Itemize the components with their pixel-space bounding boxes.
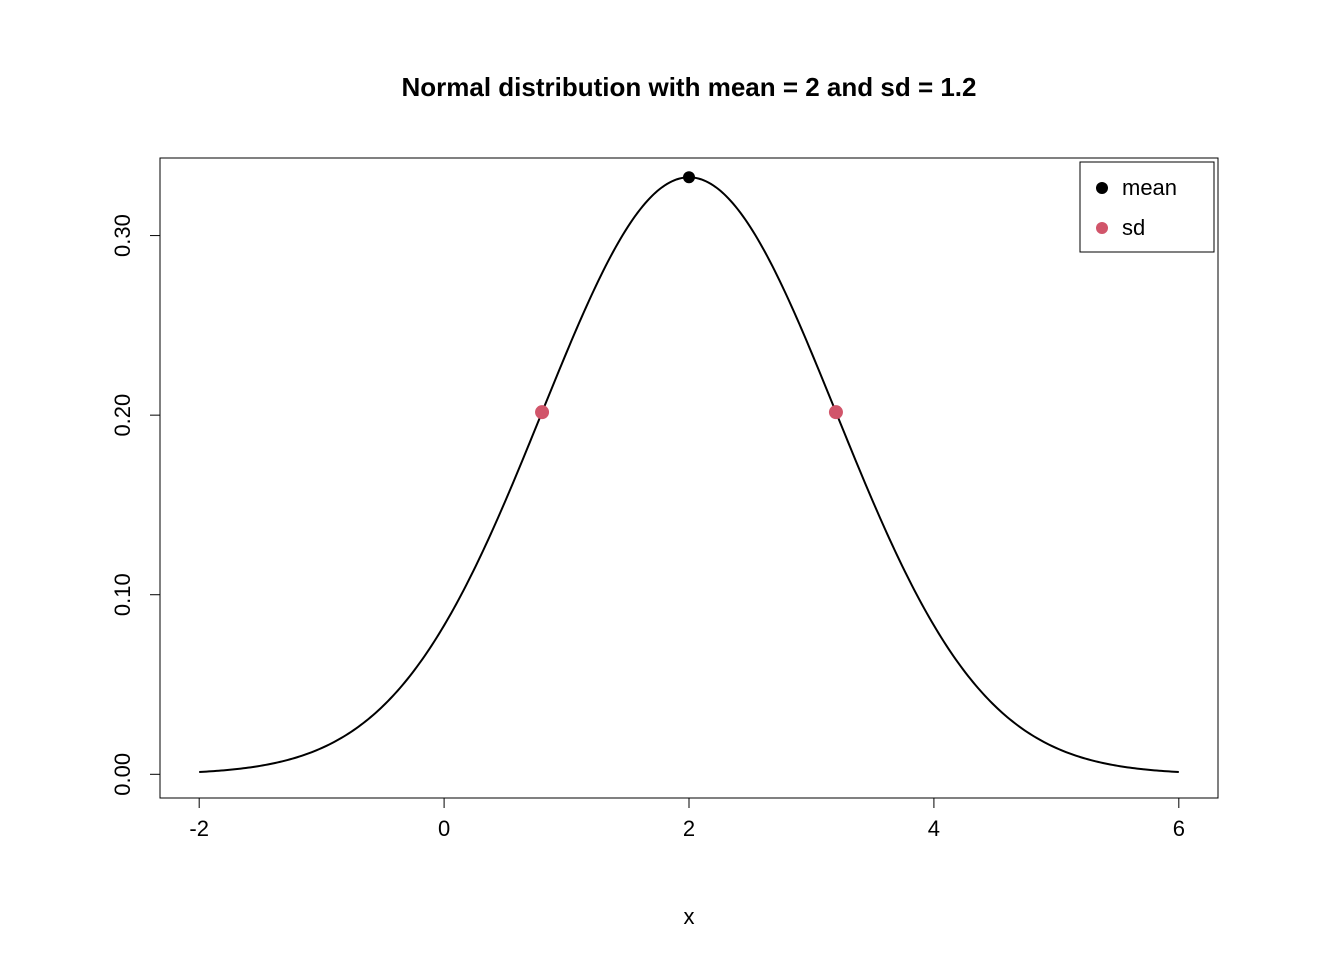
x-axis-label: x bbox=[684, 904, 695, 929]
legend-marker-icon bbox=[1096, 182, 1108, 194]
sd-marker-right bbox=[829, 405, 843, 419]
mean-marker bbox=[683, 171, 695, 183]
y-tick-label: 0.10 bbox=[110, 573, 135, 616]
x-tick-label: 4 bbox=[928, 816, 940, 841]
y-tick-label: 0.20 bbox=[110, 394, 135, 437]
normal-distribution-plot: Normal distribution with mean = 2 and sd… bbox=[0, 0, 1344, 960]
x-tick-label: 6 bbox=[1173, 816, 1185, 841]
chart-container: { "chart": { "type": "line", "title": "N… bbox=[0, 0, 1344, 960]
legend-label: mean bbox=[1122, 175, 1177, 200]
legend-marker-icon bbox=[1096, 222, 1108, 234]
y-tick-label: 0.00 bbox=[110, 753, 135, 796]
sd-marker-left bbox=[535, 405, 549, 419]
chart-title: Normal distribution with mean = 2 and sd… bbox=[401, 72, 976, 102]
legend-label: sd bbox=[1122, 215, 1145, 240]
y-tick-label: 0.30 bbox=[110, 214, 135, 257]
x-tick-label: 2 bbox=[683, 816, 695, 841]
x-tick-label: -2 bbox=[189, 816, 209, 841]
x-tick-label: 0 bbox=[438, 816, 450, 841]
